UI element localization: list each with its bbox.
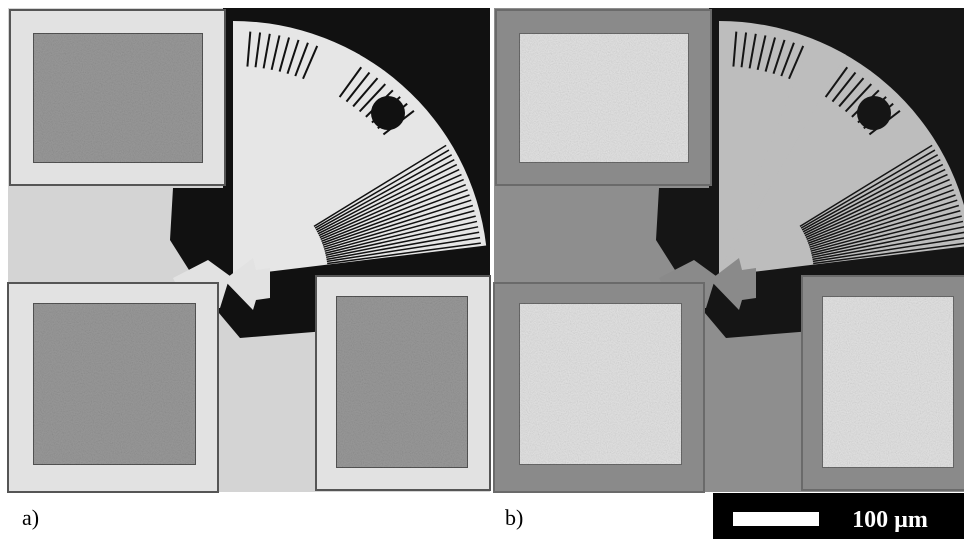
figure: a) b) 100 µm [0, 0, 964, 539]
hole [857, 96, 891, 130]
pad [33, 33, 203, 163]
panel-label: b) [505, 505, 523, 530]
hole [371, 96, 405, 130]
pad [519, 33, 689, 163]
pad [336, 296, 468, 468]
pad [519, 303, 682, 465]
pad [822, 296, 954, 468]
pad [33, 303, 196, 465]
panel-a-image [8, 8, 490, 492]
panel-b-image [494, 8, 964, 492]
panel-label: a) [22, 505, 39, 530]
scale-bar-label: 100 µm [852, 507, 928, 533]
page: a) b) 100 µm (() => { const data = JSON.… [0, 0, 964, 539]
scale-bar [733, 512, 819, 526]
